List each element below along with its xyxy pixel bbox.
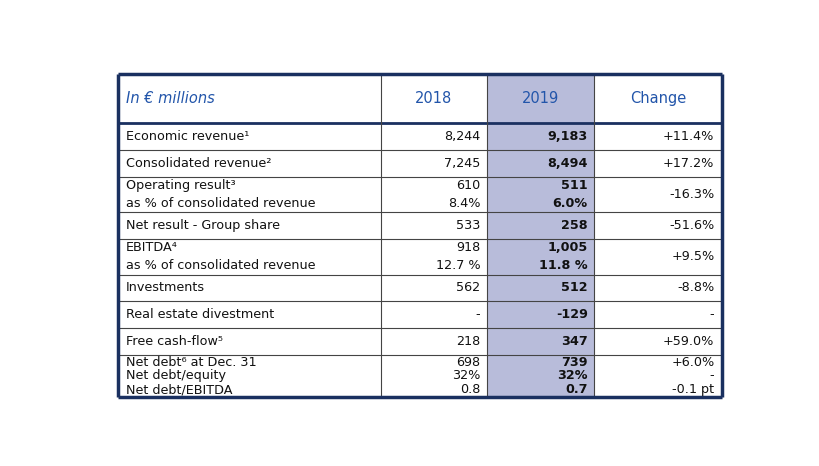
Text: 7,245: 7,245 [443,157,480,170]
Text: Net debt/EBITDA: Net debt/EBITDA [126,384,233,397]
Text: 32%: 32% [557,370,587,383]
Text: EBITDA⁴: EBITDA⁴ [126,241,178,254]
Text: 2019: 2019 [521,91,559,106]
Text: +6.0%: +6.0% [671,356,713,369]
Text: -51.6%: -51.6% [668,219,713,232]
Text: 0.8: 0.8 [459,384,480,397]
Text: 258: 258 [560,219,587,232]
Text: 8.4%: 8.4% [447,197,480,210]
Text: 698: 698 [455,356,480,369]
Text: Economic revenue¹: Economic revenue¹ [126,130,249,143]
Text: -: - [475,308,480,321]
Text: Operating result³: Operating result³ [126,179,235,192]
Text: -: - [709,370,713,383]
Text: 8,494: 8,494 [546,157,587,170]
Text: 8,244: 8,244 [444,130,480,143]
Text: Real estate divestment: Real estate divestment [126,308,274,321]
Text: 512: 512 [560,281,587,295]
Text: 347: 347 [560,335,587,348]
Text: -8.8%: -8.8% [676,281,713,295]
Text: Net result - Group share: Net result - Group share [126,219,279,232]
Bar [118,74,722,397]
Text: 918: 918 [455,241,480,254]
Text: 533: 533 [455,219,480,232]
Text: 511: 511 [560,179,587,192]
Text: +59.0%: +59.0% [663,335,713,348]
Text: 610: 610 [455,179,480,192]
Text: 6.0%: 6.0% [552,197,587,210]
Text: In € millions: In € millions [126,91,215,106]
Text: +17.2%: +17.2% [663,157,713,170]
Text: Consolidated revenue²: Consolidated revenue² [126,157,271,170]
Text: as % of consolidated revenue: as % of consolidated revenue [126,259,315,272]
Text: 32%: 32% [451,370,480,383]
Text: -: - [709,308,713,321]
Text: -16.3%: -16.3% [668,188,713,201]
Text: 2018: 2018 [414,91,452,106]
Text: Net debt⁶ at Dec. 31: Net debt⁶ at Dec. 31 [126,356,256,369]
Text: 218: 218 [455,335,480,348]
Text: Net debt/equity: Net debt/equity [126,370,226,383]
Bar [486,74,594,397]
Text: 0.7: 0.7 [564,384,587,397]
Text: -129: -129 [555,308,587,321]
Text: 562: 562 [455,281,480,295]
Text: Free cash-flow⁵: Free cash-flow⁵ [126,335,223,348]
Text: 739: 739 [560,356,587,369]
Text: -0.1 pt: -0.1 pt [672,384,713,397]
Text: 9,183: 9,183 [547,130,587,143]
Text: 11.8 %: 11.8 % [538,259,587,272]
Text: Change: Change [629,91,686,106]
Text: 12.7 %: 12.7 % [435,259,480,272]
Text: as % of consolidated revenue: as % of consolidated revenue [126,197,315,210]
Text: Investments: Investments [126,281,205,295]
Text: 1,005: 1,005 [547,241,587,254]
Text: +11.4%: +11.4% [663,130,713,143]
Text: +9.5%: +9.5% [671,250,713,263]
